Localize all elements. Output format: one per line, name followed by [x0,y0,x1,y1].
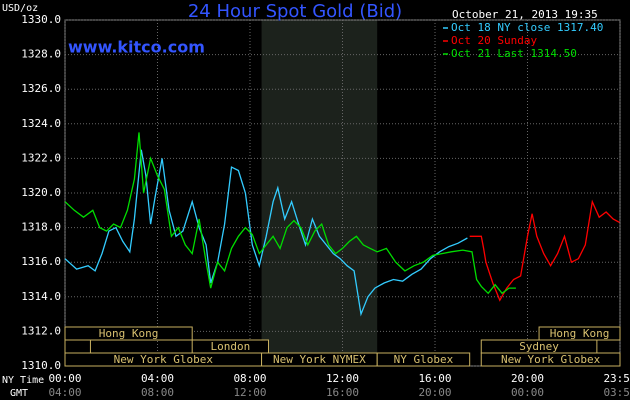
y-tick-label: 1330.0 [21,13,61,26]
price-line [469,199,620,302]
session-highlight [261,20,378,366]
x-tick-label: 08:00 [233,372,266,385]
x-row-label: GMT [10,388,28,399]
legend-label: Oct 21 Last 1314.50 [451,47,577,60]
session-box [376,352,471,367]
session-label: New York NYMEX [273,353,366,366]
y-tick-label: 1316.0 [21,255,61,268]
y-tick-label: 1312.0 [21,324,61,337]
x-tick-label: 16:00 [418,372,451,385]
chart-title: 24 Hour Spot Gold (Bid) [188,1,402,22]
legend-label: Oct 20 Sunday [451,34,537,47]
gmt-tick-label: 04:00 [48,386,81,399]
y-tick-label: 1328.0 [21,48,61,61]
session-label: Hong Kong [99,327,159,340]
session-label: New York Globex [114,353,214,366]
y-tick-label: 1320.0 [21,186,61,199]
y-tick-label: 1318.0 [21,221,61,234]
site: www.kitco.com [68,38,205,57]
session-label: New York Globex [501,353,601,366]
session-label: Sydney [519,340,559,353]
legend-label: Oct 18 NY close 1317.40 [451,21,603,34]
session-label: London [210,340,250,353]
session-label: NY Globex [394,353,454,366]
session-box [64,326,193,341]
price-line [64,149,468,317]
session-box [480,352,621,367]
x-tick-label: 00:00 [48,372,81,385]
y-axis-label: USD/oz [2,3,38,14]
x-tick-label: 12:00 [326,372,359,385]
gmt-tick-label: 20:00 [418,386,451,399]
x-row-label: NY Time [2,375,44,386]
session-box [64,339,91,354]
gmt-tick-label: 00:00 [511,386,544,399]
y-tick-label: 1310.0 [21,359,61,372]
y-tick-label: 1322.0 [21,151,61,164]
price-line [64,132,516,295]
plot-background [64,19,621,367]
gmt-tick-label: 03:59 [603,386,630,399]
gmt-tick-label: 08:00 [141,386,174,399]
x-tick-label: 04:00 [141,372,174,385]
x-tick-label: 20:00 [511,372,544,385]
session-label: Hong Kong [550,327,610,340]
gmt-tick-label: 16:00 [326,386,359,399]
y-tick-label: 1326.0 [21,82,61,95]
x-tick-label: 23:59 [603,372,630,385]
y-tick-label: 1314.0 [21,290,61,303]
timestamp: October 21, 2013 19:35 [452,8,598,21]
gmt-tick-label: 12:00 [233,386,266,399]
y-tick-label: 1324.0 [21,117,61,130]
